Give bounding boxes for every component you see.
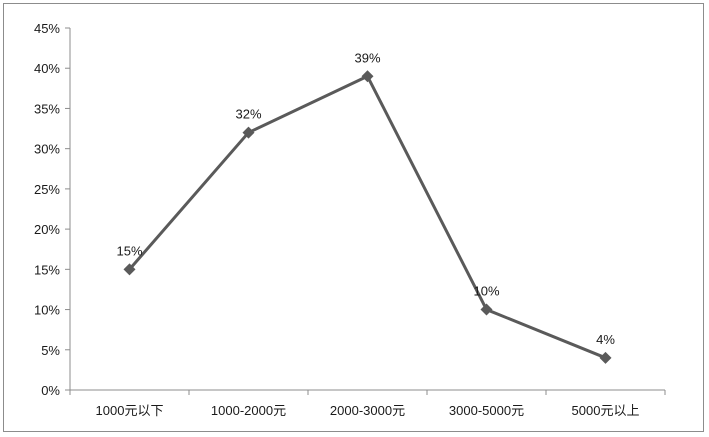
x-tick-label: 3000-5000元: [449, 403, 524, 418]
y-tick-label: 20%: [34, 222, 60, 237]
x-tick-label: 5000元以上: [572, 403, 640, 418]
data-point-marker: [599, 351, 612, 364]
y-tick-label: 5%: [41, 343, 60, 358]
y-tick-label: 35%: [34, 101, 60, 116]
x-tick-label: 1000元以下: [96, 403, 164, 418]
data-label: 32%: [235, 107, 261, 122]
data-label: 4%: [596, 332, 615, 347]
y-tick-label: 30%: [34, 142, 60, 157]
data-point-marker: [361, 70, 374, 83]
data-label: 39%: [354, 50, 380, 65]
series-line: [128, 74, 607, 360]
data-point-marker: [123, 263, 136, 276]
data-point-marker: [480, 303, 493, 316]
y-tick-label: 10%: [34, 303, 60, 318]
y-tick-label: 0%: [41, 383, 60, 398]
data-point-marker: [242, 126, 255, 139]
y-tick-label: 45%: [34, 21, 60, 36]
data-label: 15%: [116, 243, 142, 258]
x-tick-label: 1000-2000元: [211, 403, 286, 418]
chart-frame: [3, 3, 704, 432]
y-tick-label: 40%: [34, 61, 60, 76]
data-label: 10%: [473, 284, 499, 299]
y-tick-label: 25%: [34, 182, 60, 197]
x-tick-label: 2000-3000元: [330, 403, 405, 418]
y-tick-label: 15%: [34, 262, 60, 277]
